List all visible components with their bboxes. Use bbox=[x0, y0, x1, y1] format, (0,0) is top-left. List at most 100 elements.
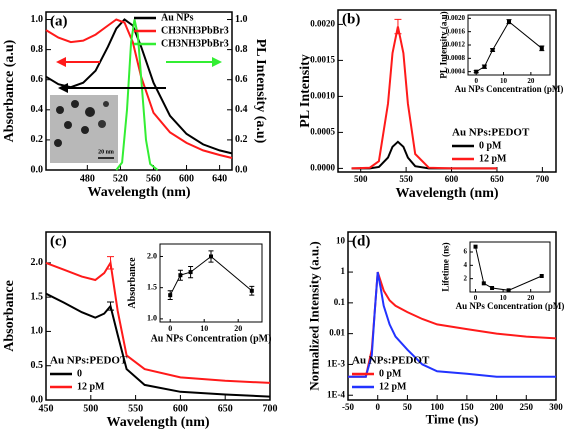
y2-tick-label: 0.6 bbox=[235, 74, 248, 85]
y-tick-label: 0.0012 bbox=[446, 41, 466, 49]
marker bbox=[178, 273, 183, 278]
y-axis-label: Absorbance bbox=[127, 257, 138, 309]
x-tick-label: 10 bbox=[500, 77, 508, 85]
x-tick-label: 0 bbox=[168, 324, 172, 333]
y2-tick-label: 0.8 bbox=[235, 44, 248, 55]
y-axis-label: Normalized Intensity (a.u.) bbox=[307, 241, 322, 391]
particle bbox=[85, 107, 95, 117]
y-tick-label: 4 bbox=[464, 261, 468, 269]
y-tick-label: 0.0004 bbox=[446, 67, 466, 75]
y-tick-label: 2.0 bbox=[31, 257, 44, 268]
scale-label: 20 nm bbox=[98, 149, 114, 155]
x-tick-label: 700 bbox=[263, 403, 278, 414]
series-line bbox=[45, 18, 233, 155]
x-tick-label: 650 bbox=[218, 403, 233, 414]
x-tick-label: 20 bbox=[527, 77, 535, 85]
y-axis-label: PL Intensity bbox=[298, 54, 313, 128]
panel-label: (a) bbox=[50, 13, 68, 29]
x-axis-label: Wavelength (nm) bbox=[395, 186, 498, 201]
marker bbox=[490, 48, 495, 52]
x-tick-label: 450 bbox=[39, 403, 54, 414]
marker bbox=[168, 293, 173, 298]
x-tick-label: 550 bbox=[399, 174, 413, 184]
panel: 450 500 550 600 650 700 0.0 0.5 1.0 1.5 2.0 Wavelen… bbox=[2, 231, 278, 430]
x-tick-label: 10 bbox=[500, 294, 508, 302]
legend-label: 12 pM bbox=[479, 153, 507, 164]
x-tick-label: 500 bbox=[83, 403, 98, 414]
tem-image bbox=[50, 95, 118, 163]
y-tick-label: 1.5 bbox=[147, 283, 157, 292]
particle bbox=[98, 120, 106, 128]
y2-axis-label: PL Intensity (a.u) bbox=[253, 39, 268, 144]
x-tick-label: 0 bbox=[474, 77, 478, 85]
plot-frame bbox=[347, 231, 557, 401]
particle bbox=[71, 100, 79, 108]
x-axis-label: Wavelength (nm) bbox=[106, 415, 209, 430]
plot-frame bbox=[467, 14, 551, 76]
x-tick-label: 20 bbox=[234, 324, 242, 333]
y-axis-label: Lifetime (ns) bbox=[440, 242, 450, 291]
x-tick-label: 560 bbox=[146, 173, 161, 184]
x-axis-label: Wavelength (nm) bbox=[87, 185, 190, 200]
particle bbox=[56, 106, 64, 114]
series-line bbox=[45, 18, 233, 159]
y-tick-label: 0.0005 bbox=[310, 126, 335, 136]
panel: 500 550 600 650 700 0.0000 0.0005 0.0010 0.0015 0… bbox=[298, 9, 557, 201]
legend-title: Au NPs:PEDOT bbox=[352, 355, 430, 367]
y-tick-label: 1.0 bbox=[31, 14, 44, 25]
y-tick-label: 0.8 bbox=[31, 44, 44, 55]
y-tick-label: 0.1 bbox=[334, 297, 346, 307]
legend-label: 0 pM bbox=[479, 140, 502, 151]
legend-label: Au NPs bbox=[161, 12, 194, 23]
marker bbox=[507, 19, 511, 24]
y-tick-label: 1E-3 bbox=[327, 359, 346, 369]
panel-label: (d) bbox=[352, 233, 370, 249]
panel: 0 10 20 1.0 1.5 2.0 Au NPs Concentration (pM) A… bbox=[127, 243, 272, 344]
y-tick-label: 10 bbox=[336, 235, 346, 245]
x-tick-label: 650 bbox=[490, 174, 504, 184]
x-tick-label: 520 bbox=[113, 173, 128, 184]
x-tick-label: 550 bbox=[128, 403, 143, 414]
x-axis-label: Au NPs Concentration (pM) bbox=[455, 84, 564, 94]
y-tick-label: 1.0 bbox=[147, 314, 157, 323]
legend-label: 0 pM bbox=[379, 368, 402, 379]
y-tick-label: 0.0000 bbox=[310, 162, 335, 172]
panel: 0 10 20 2 4 6 Au NPs Concentration (pM) Lifetim… bbox=[440, 241, 565, 311]
panel: -50 0 50 100 150 200 250 3001E-41E-30.010.1110T… bbox=[307, 231, 563, 427]
panel-label: (b) bbox=[342, 11, 360, 27]
marker bbox=[188, 270, 193, 275]
x-tick-label: 600 bbox=[179, 173, 194, 184]
y-tick-label: 1.5 bbox=[31, 291, 44, 302]
y-tick-label: 0.6 bbox=[31, 74, 44, 85]
y-tick-label: 1 bbox=[341, 266, 346, 276]
x-tick-label: 480 bbox=[80, 173, 95, 184]
particle bbox=[81, 126, 89, 134]
marker bbox=[482, 64, 487, 69]
marker bbox=[209, 254, 213, 259]
x-tick-label: 50 bbox=[403, 402, 413, 412]
legend-label: CH3NH3PbBr3 bbox=[161, 38, 229, 49]
y-tick-label: 6 bbox=[464, 248, 468, 256]
legend-label: 12 pM bbox=[379, 381, 407, 392]
marker bbox=[249, 288, 254, 293]
y2-tick-label: 1.0 bbox=[235, 14, 248, 25]
y-axis-label: PL Intensity (a.u) bbox=[438, 11, 448, 78]
panel-label: (c) bbox=[50, 233, 67, 249]
y-tick-label: 1.0 bbox=[31, 326, 44, 337]
series-line bbox=[45, 292, 271, 398]
y-tick-label: 0.0015 bbox=[310, 54, 335, 64]
marker bbox=[490, 286, 495, 290]
x-tick-label: 250 bbox=[520, 402, 534, 412]
y-tick-label: 0.0016 bbox=[446, 27, 466, 35]
x-axis-label: Au NPs Concentration (pM) bbox=[456, 301, 565, 311]
legend-title: Au NPs:PEDOT bbox=[50, 355, 128, 367]
marker bbox=[474, 69, 479, 74]
x-axis-label: Au NPs Concentration (pM) bbox=[151, 333, 272, 344]
y-tick-label: 0.2 bbox=[31, 134, 44, 145]
x-tick-label: 200 bbox=[490, 402, 504, 412]
particle bbox=[103, 101, 109, 107]
legend-label: 12 pM bbox=[77, 381, 105, 392]
particle bbox=[54, 139, 62, 147]
legend-title: Au NPs:PEDOT bbox=[452, 127, 530, 139]
